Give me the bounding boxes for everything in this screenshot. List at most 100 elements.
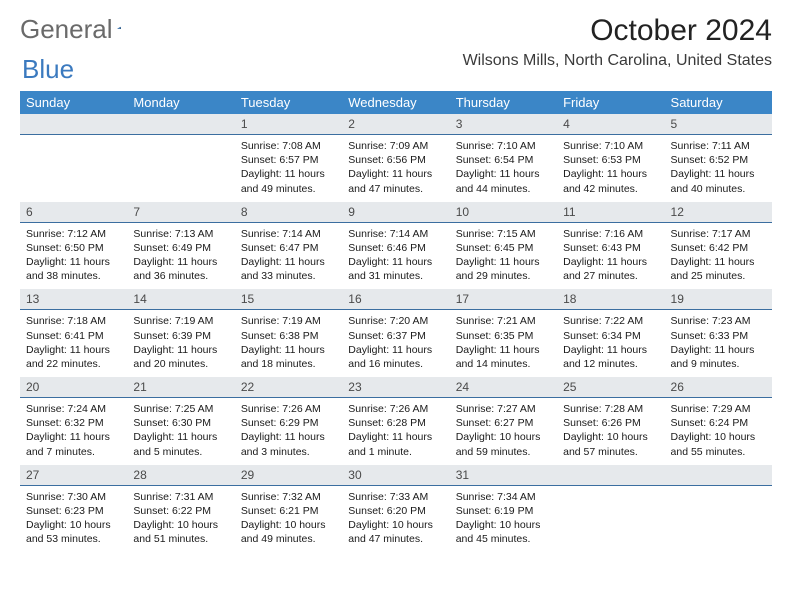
day-info-line: and 51 minutes. (133, 532, 228, 546)
day-content-cell: Sunrise: 7:15 AMSunset: 6:45 PMDaylight:… (450, 222, 557, 289)
day-info-line: Sunset: 6:42 PM (671, 241, 766, 255)
day-info-line: Sunset: 6:39 PM (133, 329, 228, 343)
day-info-line: and 57 minutes. (563, 445, 658, 459)
day-info-line: Sunrise: 7:26 AM (241, 402, 336, 416)
weekday-header: Thursday (450, 91, 557, 114)
day-number-cell: 14 (127, 289, 234, 310)
day-number-cell: 28 (127, 465, 234, 486)
day-info-line: Sunrise: 7:21 AM (456, 314, 551, 328)
day-number-cell (127, 114, 234, 135)
day-info-line: Sunset: 6:49 PM (133, 241, 228, 255)
day-info-line: Sunset: 6:22 PM (133, 504, 228, 518)
calendar-table: Sunday Monday Tuesday Wednesday Thursday… (20, 91, 772, 552)
day-info-line: Sunset: 6:45 PM (456, 241, 551, 255)
day-content-cell: Sunrise: 7:31 AMSunset: 6:22 PMDaylight:… (127, 485, 234, 552)
day-info-line: Daylight: 11 hours (348, 255, 443, 269)
day-info-line: Sunrise: 7:13 AM (133, 227, 228, 241)
day-info-line: Sunrise: 7:24 AM (26, 402, 121, 416)
day-number-cell: 29 (235, 465, 342, 486)
day-content-cell: Sunrise: 7:30 AMSunset: 6:23 PMDaylight:… (20, 485, 127, 552)
day-number-row: 13141516171819 (20, 289, 772, 310)
day-content-cell (557, 485, 664, 552)
day-number-cell: 26 (665, 377, 772, 398)
day-content-cell: Sunrise: 7:13 AMSunset: 6:49 PMDaylight:… (127, 222, 234, 289)
day-number-cell: 21 (127, 377, 234, 398)
day-content-cell (665, 485, 772, 552)
day-info-line: Sunrise: 7:30 AM (26, 490, 121, 504)
day-info-line: and 18 minutes. (241, 357, 336, 371)
day-content-cell: Sunrise: 7:27 AMSunset: 6:27 PMDaylight:… (450, 398, 557, 465)
day-info-line: Sunrise: 7:26 AM (348, 402, 443, 416)
day-number-cell: 4 (557, 114, 664, 135)
day-info-line: Daylight: 11 hours (456, 167, 551, 181)
day-number-cell: 5 (665, 114, 772, 135)
month-title: October 2024 (463, 14, 772, 48)
day-info-line: and 33 minutes. (241, 269, 336, 283)
weekday-header-row: Sunday Monday Tuesday Wednesday Thursday… (20, 91, 772, 114)
day-info-line: and 42 minutes. (563, 182, 658, 196)
weekday-header: Sunday (20, 91, 127, 114)
day-info-line: and 27 minutes. (563, 269, 658, 283)
day-info-line: Daylight: 10 hours (456, 430, 551, 444)
day-info-line: Sunset: 6:26 PM (563, 416, 658, 430)
day-info-line: Sunrise: 7:34 AM (456, 490, 551, 504)
day-content-cell: Sunrise: 7:23 AMSunset: 6:33 PMDaylight:… (665, 310, 772, 377)
day-info-line: Sunset: 6:32 PM (26, 416, 121, 430)
day-info-line: and 59 minutes. (456, 445, 551, 459)
day-info-line: and 9 minutes. (671, 357, 766, 371)
day-info-line: Sunrise: 7:12 AM (26, 227, 121, 241)
day-info-line: Daylight: 11 hours (563, 255, 658, 269)
brand-logo: General (20, 14, 143, 45)
day-info-line: Daylight: 11 hours (26, 430, 121, 444)
day-info-line: Sunrise: 7:28 AM (563, 402, 658, 416)
day-number-cell: 9 (342, 202, 449, 223)
day-number-cell: 8 (235, 202, 342, 223)
day-info-line: Daylight: 11 hours (348, 167, 443, 181)
day-info-line: and 3 minutes. (241, 445, 336, 459)
day-content-cell: Sunrise: 7:10 AMSunset: 6:53 PMDaylight:… (557, 135, 664, 202)
weekday-header: Monday (127, 91, 234, 114)
day-info-line: Sunset: 6:21 PM (241, 504, 336, 518)
day-info-line: Daylight: 10 hours (563, 430, 658, 444)
day-info-line: Daylight: 11 hours (241, 430, 336, 444)
day-info-line: Daylight: 11 hours (671, 343, 766, 357)
weekday-header: Tuesday (235, 91, 342, 114)
day-info-line: Sunset: 6:41 PM (26, 329, 121, 343)
day-info-line: Sunset: 6:24 PM (671, 416, 766, 430)
day-number-cell: 1 (235, 114, 342, 135)
day-info-line: Daylight: 11 hours (241, 343, 336, 357)
day-info-line: Sunset: 6:19 PM (456, 504, 551, 518)
day-content-cell: Sunrise: 7:24 AMSunset: 6:32 PMDaylight:… (20, 398, 127, 465)
day-content-cell: Sunrise: 7:14 AMSunset: 6:47 PMDaylight:… (235, 222, 342, 289)
day-content-cell: Sunrise: 7:22 AMSunset: 6:34 PMDaylight:… (557, 310, 664, 377)
day-info-line: Sunrise: 7:22 AM (563, 314, 658, 328)
day-info-line: Daylight: 11 hours (563, 343, 658, 357)
day-number-cell: 31 (450, 465, 557, 486)
day-info-line: and 29 minutes. (456, 269, 551, 283)
day-info-line: Daylight: 10 hours (671, 430, 766, 444)
day-content-cell: Sunrise: 7:17 AMSunset: 6:42 PMDaylight:… (665, 222, 772, 289)
day-info-line: Sunrise: 7:10 AM (456, 139, 551, 153)
day-content-cell: Sunrise: 7:34 AMSunset: 6:19 PMDaylight:… (450, 485, 557, 552)
day-content-cell: Sunrise: 7:28 AMSunset: 6:26 PMDaylight:… (557, 398, 664, 465)
day-info-line: and 47 minutes. (348, 532, 443, 546)
day-content-cell: Sunrise: 7:33 AMSunset: 6:20 PMDaylight:… (342, 485, 449, 552)
weekday-header: Wednesday (342, 91, 449, 114)
day-info-line: Sunrise: 7:27 AM (456, 402, 551, 416)
day-number-cell: 25 (557, 377, 664, 398)
day-info-line: Daylight: 11 hours (26, 343, 121, 357)
day-info-line: Sunrise: 7:17 AM (671, 227, 766, 241)
day-number-row: 12345 (20, 114, 772, 135)
day-info-line: Sunrise: 7:23 AM (671, 314, 766, 328)
day-info-line: Sunrise: 7:14 AM (241, 227, 336, 241)
day-number-cell (20, 114, 127, 135)
day-info-line: and 47 minutes. (348, 182, 443, 196)
day-info-line: Daylight: 10 hours (133, 518, 228, 532)
day-content-cell: Sunrise: 7:32 AMSunset: 6:21 PMDaylight:… (235, 485, 342, 552)
day-info-line: Daylight: 11 hours (456, 255, 551, 269)
day-info-line: and 53 minutes. (26, 532, 121, 546)
day-number-cell: 19 (665, 289, 772, 310)
day-info-line: Daylight: 10 hours (241, 518, 336, 532)
day-content-cell: Sunrise: 7:26 AMSunset: 6:28 PMDaylight:… (342, 398, 449, 465)
day-number-cell: 23 (342, 377, 449, 398)
